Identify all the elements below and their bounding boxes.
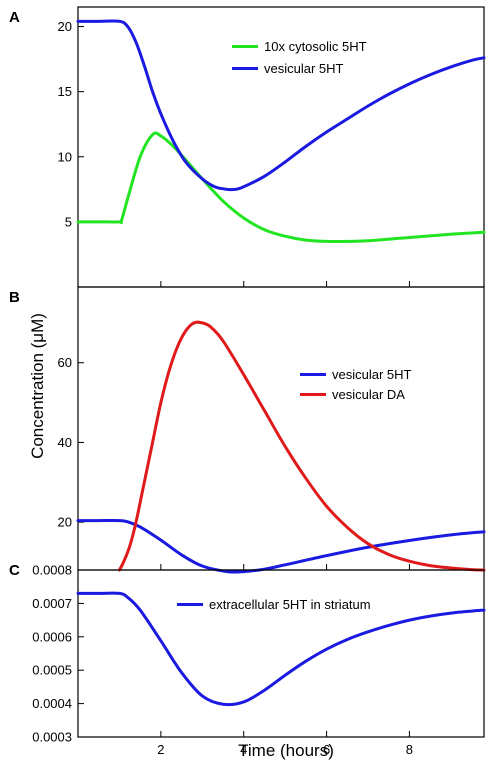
panel-a-legend: 10x cytosolic 5HT vesicular 5HT [232,39,367,76]
x-axis-label: Time (hours) [238,741,334,760]
panel-c-ytick-label: 0.0007 [32,596,72,611]
panel-b-series-vesicular-5ht [76,518,486,574]
panel-a-series-10x-cytosolic-5ht [76,131,486,244]
panel-c-xtick-label: 6 [323,742,330,757]
panel-a-series-vesicular-5ht [76,19,486,192]
panel-a: A 5 10 15 20 10x cytosolic 5HT vesicular 5HT [9,6,486,288]
panel-b-ytick-label: 40 [58,435,72,450]
y-axis-label: Concentration (μM) [28,313,47,459]
panel-a-legend-label-10x-cytosolic-5ht: 10x cytosolic 5HT [264,39,367,54]
panel-b: B 20 40 60 vesicular 5HT vesicular DA [9,286,486,574]
panel-a-ytick-label: 5 [65,214,72,229]
panel-label-a: A [9,9,20,26]
panel-c-ytick-label: 0.0004 [32,696,72,711]
panel-a-ytick-label: 10 [58,149,72,164]
panel-c-legend-label-extracellular-5ht-in-striatum: extracellular 5HT in striatum [209,597,371,612]
panel-a-legend-label-vesicular-5ht: vesicular 5HT [264,61,344,76]
panel-b-ytick-label: 60 [58,355,72,370]
panel-c-series-extracellular-5ht-in-striatum [76,591,486,707]
panel-c-legend: extracellular 5HT in striatum [177,597,371,612]
panel-c-ytick-label: 0.0005 [32,663,72,678]
panel-b-legend: vesicular 5HT vesicular DA [300,367,412,402]
panel-a-ytick-label: 15 [58,84,72,99]
panel-b-ytick-label: 20 [58,515,72,530]
panel-c-xtick-label: 8 [406,742,413,757]
panel-c: C 0.0003 0.0004 0.0005 0.0006 0.0007 0.0008 2 4… [9,562,486,757]
panel-c-xtick-label: 4 [240,742,247,757]
panel-c-ytick-label: 0.0003 [32,730,72,745]
panel-label-c: C [9,562,20,579]
panel-c-ytick-label: 0.0006 [32,629,72,644]
panel-b-legend-label-vesicular-5ht: vesicular 5HT [332,367,412,382]
panel-b-series-vesicular-da [117,320,486,572]
panel-label-b: B [9,289,20,306]
panel-b-legend-label-vesicular-da: vesicular DA [332,387,405,402]
panel-a-ytick-label: 20 [58,19,72,34]
panel-c-ytick-label: 0.0008 [32,563,72,578]
panel-c-frame [77,569,485,738]
panel-c-xtick-label: 2 [157,742,164,757]
